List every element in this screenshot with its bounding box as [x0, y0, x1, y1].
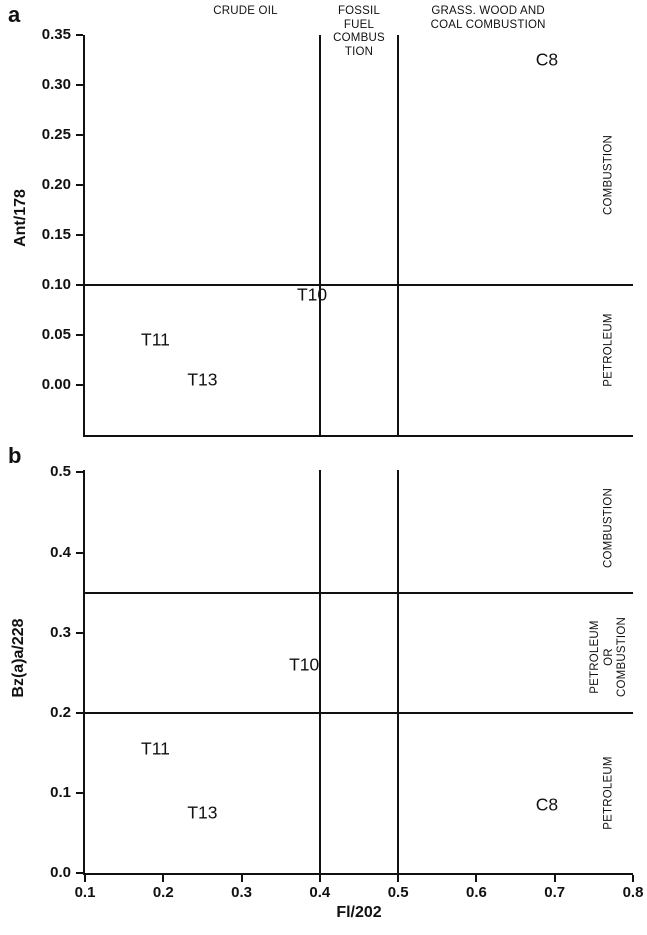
x-tick-mark — [553, 875, 556, 882]
x-axis-label: Fl/202 — [336, 904, 382, 921]
y-tick-mark — [76, 84, 83, 86]
x-tick-mark — [84, 875, 86, 882]
y-tick-mark — [76, 334, 83, 336]
sample-point-label-t13: T13 — [187, 369, 218, 390]
x-axis-spine — [83, 873, 633, 875]
y-axis-spine — [83, 35, 85, 437]
source-label-grass-wood-and-coal-combustion: GRASS. WOOD AND COAL COMBUSTION — [430, 5, 546, 31]
y-tick-label: 0.1 — [50, 783, 71, 801]
boundary-line-vertical — [397, 470, 400, 873]
sample-point-label-t11: T11 — [141, 329, 170, 350]
y-tick-label: 0.4 — [50, 543, 71, 561]
x-tick-label: 0.8 — [622, 884, 644, 901]
x-tick-mark — [397, 875, 400, 882]
boundary-line-horizontal — [85, 711, 633, 714]
x-tick-label: 0.3 — [231, 884, 252, 901]
x-tick-mark — [240, 875, 243, 882]
panel-b-plot-area: 0.5 0.4 0.3 0.2 0.1 0.0 0.1 0.2 0.3 0.4 0.5 0.6 0.7 0… — [50, 463, 643, 901]
y-tick-label: 0.00 — [41, 376, 71, 393]
sample-point-label-c8: C8 — [535, 49, 559, 70]
y-tick-mark — [76, 551, 83, 554]
sample-point-label-t10: T10 — [289, 654, 320, 675]
x-tick-mark — [318, 875, 321, 882]
y-tick-label: 0.30 — [41, 76, 71, 93]
y-tick-label: 0.05 — [41, 326, 71, 343]
y-tick-mark — [76, 134, 83, 136]
x-tick-label: 0.6 — [465, 884, 487, 901]
zone-label-combustion: COMBUSTION — [602, 135, 615, 215]
x-tick-mark — [475, 875, 478, 882]
x-tick-mark — [632, 875, 634, 882]
y-tick-label: 0.10 — [41, 276, 71, 293]
zone-label-petroleum: PETROLEUM — [602, 756, 615, 830]
y-tick-label: 0.0 — [50, 864, 71, 881]
x-tick-label: 0.7 — [544, 884, 566, 901]
zone-label-petroleum: PETROLEUM — [602, 313, 615, 387]
y-tick-label: 0.5 — [50, 463, 71, 481]
y-tick-mark — [76, 234, 83, 236]
y-tick-mark — [76, 471, 83, 474]
y-tick-mark — [76, 711, 83, 714]
y-tick-label: 0.3 — [50, 623, 71, 641]
panel-a-plot-area: 0.35 0.30 0.25 0.20 0.15 0.10 0.05 0.00 C8 T10 T11… — [42, 5, 633, 437]
y-tick-mark — [76, 34, 83, 36]
y-tick-mark — [76, 872, 83, 874]
boundary-line-horizontal — [85, 591, 633, 594]
y-axis-spine — [83, 470, 85, 875]
sample-point-label-t10: T10 — [296, 284, 328, 305]
x-tick-label: 0.1 — [74, 884, 96, 901]
boundary-line-vertical — [318, 35, 321, 435]
y-tick-label: 0.25 — [41, 126, 71, 143]
zone-label-petroleum-or-combustion: PETROLEUM OR COMBUSTION — [588, 616, 628, 697]
sample-point-label-c8: C8 — [535, 794, 559, 815]
source-label-crude-oil: CRUDE OIL — [213, 5, 278, 17]
sample-point-label-t11: T11 — [141, 738, 170, 759]
y-tick-mark — [76, 384, 83, 386]
x-tick-mark — [162, 875, 165, 882]
boundary-line-vertical — [397, 35, 400, 435]
x-axis-spine — [83, 435, 633, 437]
zone-label-combustion: COMBUSTION — [602, 488, 615, 569]
x-tick-label: 0.2 — [152, 884, 174, 901]
y-tick-mark — [76, 184, 83, 186]
panel-b-letter: b — [8, 443, 22, 468]
y-tick-mark — [76, 631, 83, 634]
sample-point-label-t13: T13 — [187, 802, 218, 823]
boundary-line-horizontal — [85, 284, 633, 286]
x-tick-label: 0.4 — [309, 884, 331, 901]
y-tick-label: 0.20 — [41, 176, 71, 193]
y-tick-label: 0.2 — [50, 703, 71, 721]
y-tick-mark — [76, 284, 83, 286]
y-tick-label: 0.35 — [41, 26, 71, 43]
y-tick-label: 0.15 — [41, 226, 71, 243]
source-label-fossil-fuel-combus-tion: FOSSIL FUEL COMBUS TION — [333, 5, 385, 58]
y-tick-mark — [76, 791, 83, 794]
panel-a-letter: a — [8, 2, 21, 27]
x-tick-label: 0.5 — [387, 884, 409, 901]
boundary-line-vertical — [318, 470, 321, 873]
